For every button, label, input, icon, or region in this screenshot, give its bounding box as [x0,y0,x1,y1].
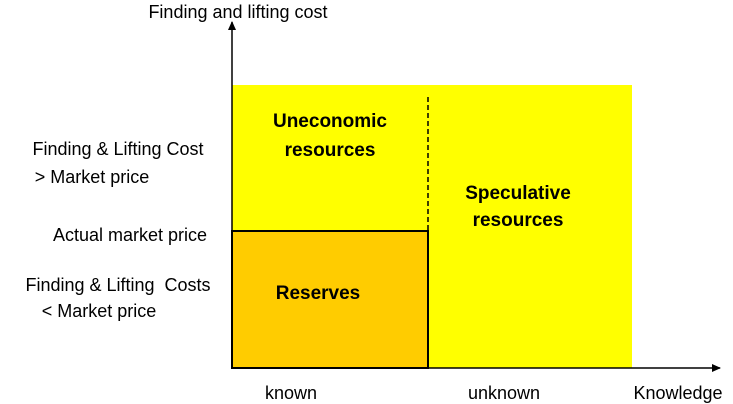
x-axis-label: Knowledge [633,383,722,403]
region-label: resources [285,140,376,161]
region-label: Reserves [276,283,361,304]
region-label: Uneconomic [273,111,387,132]
y-level-label: Finding & Lifting Costs [25,275,210,295]
x-category: unknown [468,383,540,403]
region-label: resources [473,210,564,231]
y-axis-label: Finding and lifting cost [148,2,327,22]
reserves-box [231,230,429,369]
y-level-label: Finding & Lifting Cost [32,139,203,159]
region-label: Speculative [465,183,571,204]
y-level-label: > Market price [35,167,150,187]
y-level-label: < Market price [42,301,157,321]
x-category: known [265,383,317,403]
y-level-label: Actual market price [53,225,207,245]
